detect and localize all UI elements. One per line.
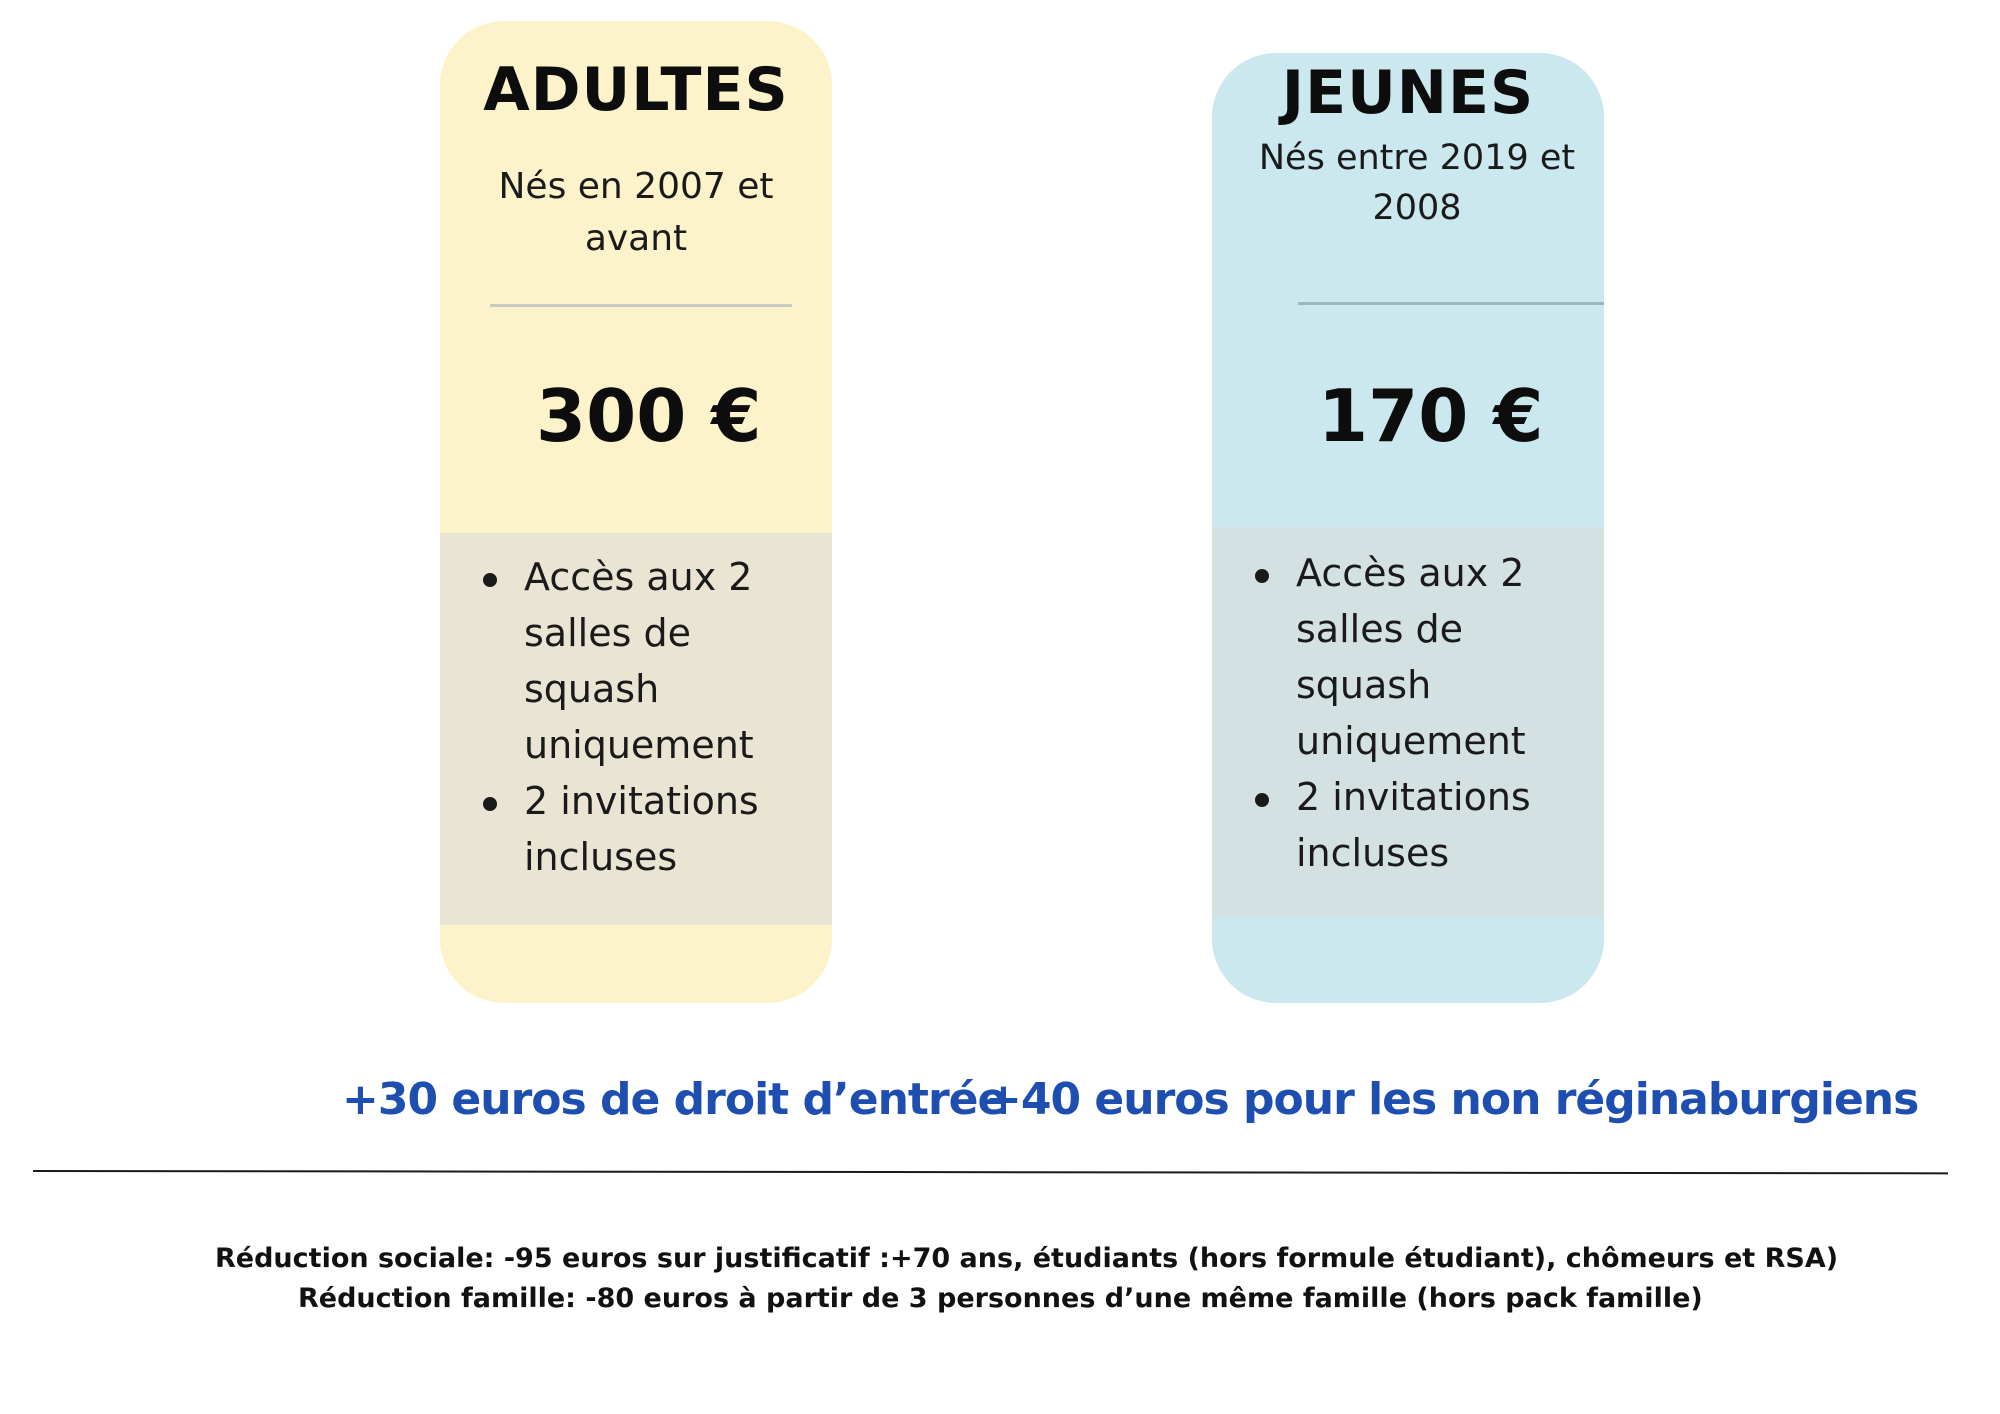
card-price: 300 €: [536, 374, 762, 458]
pricing-card-adults: ADULTES Nés en 2007 et avant 300 € Accès…: [440, 21, 832, 1003]
pricing-card-youth: JEUNES Nés entre 2019 et 2008 170 € Accè…: [1212, 53, 1604, 1003]
bullet-icon: [1255, 793, 1269, 807]
bullet-icon: [1255, 569, 1269, 583]
card-title: JEUNES: [1281, 58, 1535, 128]
feature-text: 2 invitations incluses: [1296, 775, 1531, 875]
card-age-range: Nés en 2007 et avant: [498, 166, 774, 259]
card-age-range: Nés entre 2019 et 2008: [1258, 138, 1576, 228]
social-reduction-note: Réduction sociale: -95 euros sur justifi…: [215, 1243, 1839, 1274]
feature-list: Accès aux 2 salles de squash uniquement …: [1255, 545, 1556, 881]
features-panel: Accès aux 2 salles de squash uniquement …: [440, 533, 832, 925]
feature-item: 2 invitations incluses: [1255, 769, 1556, 881]
bullet-icon: [483, 573, 497, 587]
feature-text: Accès aux 2 salles de squash uniquement: [1296, 551, 1526, 763]
card-price: 170 €: [1318, 374, 1544, 458]
section-divider: [32, 1170, 1948, 1175]
divider: [490, 304, 792, 307]
non-resident-fee-note: +40 euros pour les non réginaburgiens: [985, 1074, 1919, 1125]
feature-text: 2 invitations incluses: [524, 779, 759, 879]
feature-text: Accès aux 2 salles de squash uniquement: [524, 555, 754, 767]
family-reduction-note: Réduction famille: -80 euros à partir de…: [298, 1283, 1703, 1314]
feature-item: 2 invitations incluses: [483, 773, 784, 885]
features-panel: Accès aux 2 salles de squash uniquement …: [1212, 527, 1604, 917]
feature-item: Accès aux 2 salles de squash uniquement: [1255, 545, 1556, 769]
entry-fee-note: +30 euros de droit d’entrée: [342, 1074, 1007, 1125]
bullet-icon: [483, 797, 497, 811]
divider: [1298, 302, 1604, 305]
card-title: ADULTES: [483, 55, 789, 125]
feature-list: Accès aux 2 salles de squash uniquement …: [483, 549, 784, 885]
feature-item: Accès aux 2 salles de squash uniquement: [483, 549, 784, 773]
